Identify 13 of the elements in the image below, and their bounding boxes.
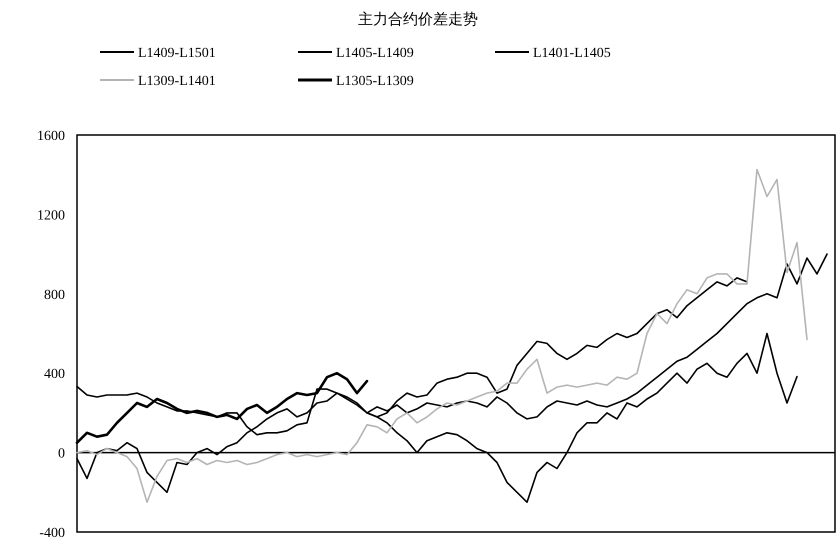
y-tick-label: 0 bbox=[58, 446, 65, 462]
y-tick-label: 1200 bbox=[37, 208, 65, 224]
legend-label: L1309-L1401 bbox=[138, 74, 216, 89]
legend-label: L1405-L1409 bbox=[336, 46, 414, 61]
y-tick-label: 400 bbox=[44, 367, 65, 382]
line-series bbox=[76, 168, 808, 503]
chart-title: 主力合约价差走势 bbox=[358, 11, 478, 28]
y-tick-label: -400 bbox=[39, 526, 65, 541]
y-tick-label: 800 bbox=[44, 288, 65, 303]
legend-label: L1401-L1405 bbox=[533, 46, 611, 61]
legend-label: L1305-L1309 bbox=[336, 74, 414, 89]
y-tick-label: 1600 bbox=[37, 129, 65, 144]
legend-label: L1409-L1501 bbox=[138, 46, 216, 61]
